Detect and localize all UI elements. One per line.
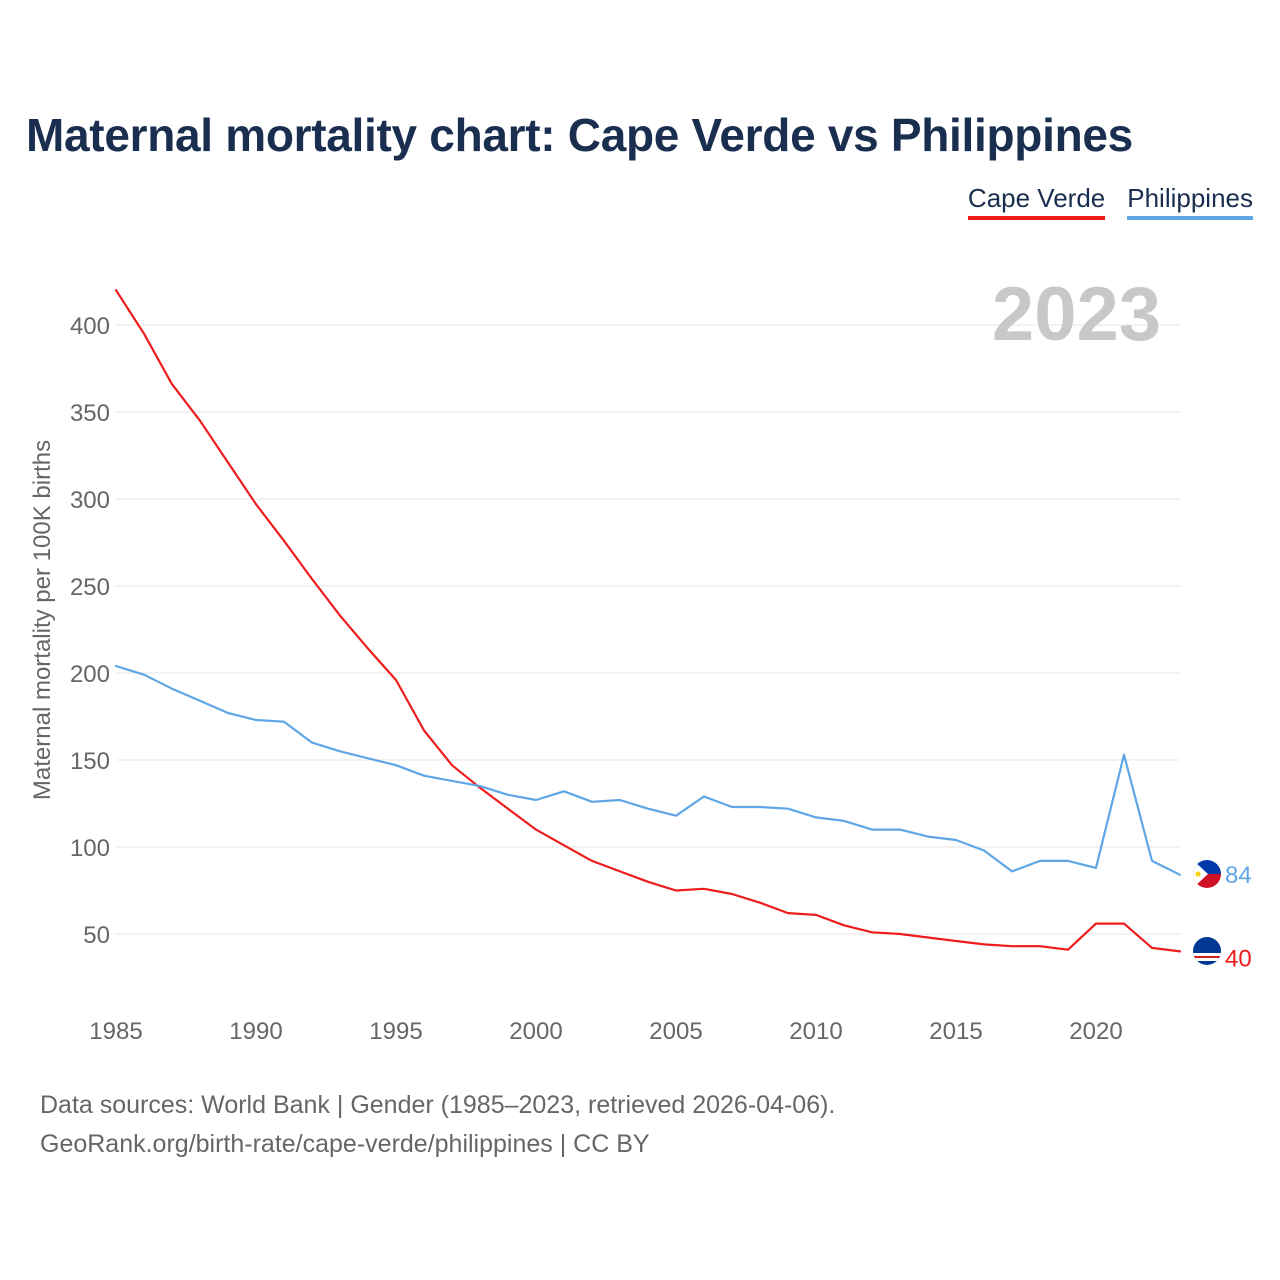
series-line-philippines [114, 664, 1182, 876]
legend-item-cape-verde[interactable]: Cape Verde [967, 183, 1106, 220]
legend-item-philippines[interactable]: Philippines [1127, 183, 1253, 220]
cape-verde-flag-icon [1193, 937, 1221, 965]
y-tick-label-250: 250 [70, 574, 110, 601]
x-tick-label-2015: 2015 [929, 1018, 982, 1045]
legend: Cape Verde Philippines [967, 183, 1253, 220]
x-tick-label-2010: 2010 [789, 1018, 842, 1045]
philippines-flag-icon [1193, 860, 1221, 888]
x-tick-label-2020: 2020 [1069, 1018, 1122, 1045]
data-source-text: Data sources: World Bank | Gender (1985–… [40, 1091, 836, 1119]
end-value-label-philippines: 84 [1225, 862, 1252, 889]
x-tick-label-1985: 1985 [89, 1018, 142, 1045]
grid-lines [116, 324, 1180, 935]
x-axis-ticks: 1985 1990 1995 2000 2005 2010 2015 2020 [89, 1018, 1122, 1045]
y-tick-label-150: 150 [70, 748, 110, 775]
x-tick-label-2000: 2000 [509, 1018, 562, 1045]
y-axis-label: Maternal mortality per 100K births [29, 440, 56, 800]
y-tick-label-50: 50 [83, 922, 110, 949]
footer: Data sources: World Bank | Gender (1985–… [40, 1086, 835, 1164]
y-axis-ticks: 50 100 150 200 250 300 350 400 [70, 313, 110, 949]
y-tick-label-100: 100 [70, 835, 110, 862]
end-value-label-cape-verde: 40 [1225, 945, 1252, 972]
y-tick-label-300: 300 [70, 487, 110, 514]
line-chart: 2023 50 100 150 200 250 300 350 400 1985 1990 199… [29, 272, 1252, 1045]
y-tick-label-350: 350 [70, 400, 110, 427]
series-lines [114, 289, 1182, 953]
chart-title: Maternal mortality chart: Cape Verde vs … [26, 109, 1133, 161]
y-tick-label-200: 200 [70, 661, 110, 688]
series-line-cape-verde [114, 289, 1182, 953]
source-link[interactable]: GeoRank.org/birth-rate/cape-verde/philip… [40, 1130, 650, 1158]
x-tick-label-2005: 2005 [649, 1018, 702, 1045]
x-tick-label-1990: 1990 [229, 1018, 282, 1045]
x-tick-label-1995: 1995 [369, 1018, 422, 1045]
year-watermark: 2023 [992, 272, 1161, 357]
y-tick-label-400: 400 [70, 313, 110, 340]
